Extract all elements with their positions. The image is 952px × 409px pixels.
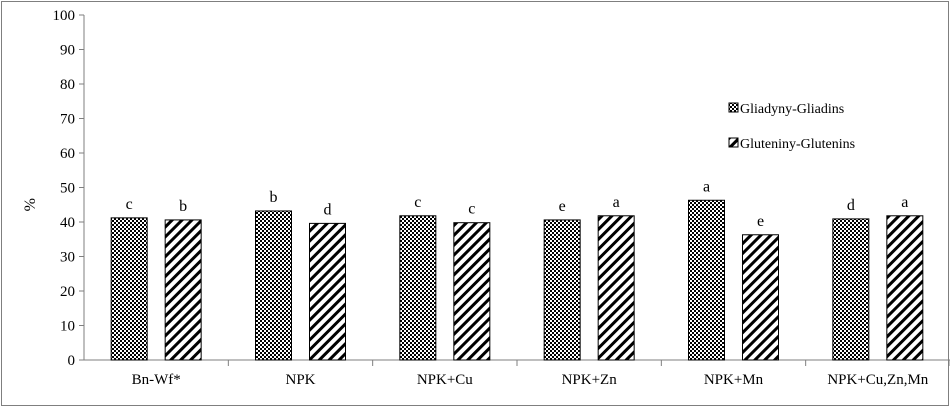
y-tick-label: 40 <box>60 215 75 231</box>
bar-gliadins <box>832 218 870 361</box>
y-tick-label: 60 <box>60 146 75 162</box>
legend-swatch-gliadins <box>728 102 739 113</box>
data-label: c <box>414 194 421 211</box>
data-label: a <box>703 178 710 195</box>
data-label: e <box>559 198 566 215</box>
x-category-label: NPK+Mn <box>704 372 764 388</box>
data-label: c <box>468 201 475 218</box>
bar-glutenins <box>886 215 924 361</box>
legend: Gliadyny-Gliadins Gluteniny-Glutenins <box>728 102 855 152</box>
legend-label-glutenins: Gluteniny-Glutenins <box>740 137 855 152</box>
bar-gliadins <box>543 219 581 361</box>
bar-glutenins <box>453 222 491 361</box>
legend-swatch-glutenins <box>728 137 739 148</box>
bar-gliadins <box>110 217 148 361</box>
bar-glutenins <box>597 215 635 361</box>
bars: c b b d c c e a a e d a <box>110 178 924 361</box>
data-label: a <box>613 194 620 211</box>
y-tick-label: 50 <box>60 181 75 197</box>
y-tick-label: 90 <box>60 43 75 59</box>
legend-label-gliadins: Gliadyny-Gliadins <box>740 102 844 117</box>
y-tick-label: 70 <box>60 112 75 128</box>
y-tick-label: 80 <box>60 77 75 93</box>
bar-gliadins <box>255 210 292 361</box>
bar-glutenins <box>309 222 346 361</box>
y-tick-label: 0 <box>68 353 76 369</box>
x-category-label: NPK+Cu <box>417 372 473 388</box>
data-label: c <box>126 196 133 213</box>
bar-gliadins <box>399 215 437 361</box>
x-category-label: Bn-Wf* <box>132 372 181 388</box>
bar-glutenins <box>164 219 202 361</box>
y-tick-label: 10 <box>60 319 75 335</box>
y-tick-label: 30 <box>60 250 75 266</box>
bar-glutenins <box>742 234 779 361</box>
y-tick-label: 20 <box>60 284 75 300</box>
data-label: a <box>901 194 908 211</box>
x-category-label: NPK <box>285 372 315 388</box>
data-label: d <box>847 197 855 214</box>
x-category-label: NPK+Zn <box>562 372 618 388</box>
axes: 0 10 20 30 40 50 60 70 80 90 100% Bn-Wf* NPK NPK+Cu NP… <box>22 8 950 388</box>
data-label: d <box>324 201 332 218</box>
data-label: b <box>179 198 187 215</box>
data-label: b <box>270 189 278 206</box>
x-category-label: NPK+Cu,Zn,Mn <box>827 372 928 388</box>
bar-gliadins <box>688 199 725 361</box>
data-label: e <box>757 213 764 230</box>
y-axis-label: % <box>22 198 39 211</box>
y-tick-label: 100 <box>53 8 76 24</box>
